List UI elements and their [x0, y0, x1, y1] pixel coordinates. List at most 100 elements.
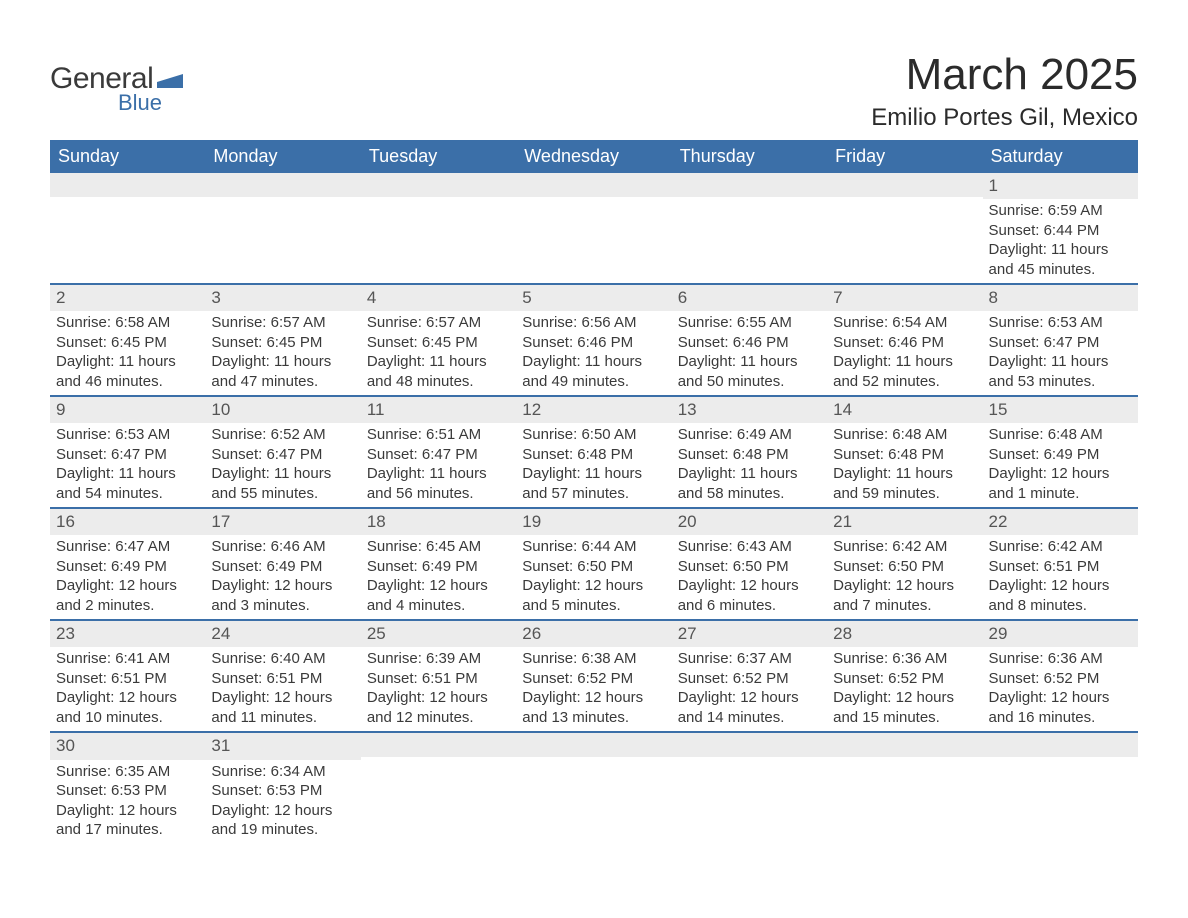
empty-day-band: [827, 173, 982, 197]
sunset-text: Sunset: 6:51 PM: [367, 669, 510, 689]
sunrise-text: Sunrise: 6:53 AM: [989, 313, 1132, 333]
day-cell: [361, 173, 516, 283]
day-number: 12: [516, 397, 671, 423]
daylight-text: Daylight: 12 hours and 1 minute.: [989, 464, 1132, 503]
sunrise-text: Sunrise: 6:37 AM: [678, 649, 821, 669]
day-cell: 12Sunrise: 6:50 AMSunset: 6:48 PMDayligh…: [516, 397, 671, 507]
daylight-text: Daylight: 12 hours and 11 minutes.: [211, 688, 354, 727]
day-number: 31: [205, 733, 360, 759]
day-cell: 20Sunrise: 6:43 AMSunset: 6:50 PMDayligh…: [672, 509, 827, 619]
day-number: 14: [827, 397, 982, 423]
sunrise-text: Sunrise: 6:53 AM: [56, 425, 199, 445]
logo-word-blue: Blue: [118, 90, 183, 116]
sunrise-text: Sunrise: 6:42 AM: [989, 537, 1132, 557]
daylight-text: Daylight: 12 hours and 16 minutes.: [989, 688, 1132, 727]
day-number: 9: [50, 397, 205, 423]
sunset-text: Sunset: 6:48 PM: [522, 445, 665, 465]
daylight-text: Daylight: 11 hours and 49 minutes.: [522, 352, 665, 391]
sunrise-text: Sunrise: 6:58 AM: [56, 313, 199, 333]
sunset-text: Sunset: 6:49 PM: [211, 557, 354, 577]
daylight-text: Daylight: 11 hours and 57 minutes.: [522, 464, 665, 503]
day-number: 21: [827, 509, 982, 535]
empty-day-band: [672, 733, 827, 757]
empty-day-band: [50, 173, 205, 197]
day-number: 1: [983, 173, 1138, 199]
day-number: 11: [361, 397, 516, 423]
sunset-text: Sunset: 6:48 PM: [678, 445, 821, 465]
sunset-text: Sunset: 6:53 PM: [211, 781, 354, 801]
sunrise-text: Sunrise: 6:47 AM: [56, 537, 199, 557]
daylight-text: Daylight: 11 hours and 50 minutes.: [678, 352, 821, 391]
day-cell: [827, 173, 982, 283]
day-cell: 14Sunrise: 6:48 AMSunset: 6:48 PMDayligh…: [827, 397, 982, 507]
sunrise-text: Sunrise: 6:36 AM: [989, 649, 1132, 669]
day-cell: 31Sunrise: 6:34 AMSunset: 6:53 PMDayligh…: [205, 733, 360, 843]
day-number: 24: [205, 621, 360, 647]
day-cell: 21Sunrise: 6:42 AMSunset: 6:50 PMDayligh…: [827, 509, 982, 619]
day-cell: [50, 173, 205, 283]
day-number: 26: [516, 621, 671, 647]
day-cell: 22Sunrise: 6:42 AMSunset: 6:51 PMDayligh…: [983, 509, 1138, 619]
day-number: 30: [50, 733, 205, 759]
sunset-text: Sunset: 6:46 PM: [833, 333, 976, 353]
empty-day-band: [361, 173, 516, 197]
sunrise-text: Sunrise: 6:49 AM: [678, 425, 821, 445]
day-cell: 4Sunrise: 6:57 AMSunset: 6:45 PMDaylight…: [361, 285, 516, 395]
day-number: 29: [983, 621, 1138, 647]
day-cell: 24Sunrise: 6:40 AMSunset: 6:51 PMDayligh…: [205, 621, 360, 731]
day-number: 18: [361, 509, 516, 535]
daylight-text: Daylight: 11 hours and 58 minutes.: [678, 464, 821, 503]
day-number: 4: [361, 285, 516, 311]
day-header: Tuesday: [361, 140, 516, 173]
location: Emilio Portes Gil, Mexico: [871, 104, 1138, 132]
day-cell: [827, 733, 982, 843]
day-number: 3: [205, 285, 360, 311]
day-header: Saturday: [983, 140, 1138, 173]
day-number: 27: [672, 621, 827, 647]
sunrise-text: Sunrise: 6:52 AM: [211, 425, 354, 445]
sunset-text: Sunset: 6:50 PM: [678, 557, 821, 577]
daylight-text: Daylight: 11 hours and 54 minutes.: [56, 464, 199, 503]
day-number: 6: [672, 285, 827, 311]
day-cell: 19Sunrise: 6:44 AMSunset: 6:50 PMDayligh…: [516, 509, 671, 619]
week-row: 16Sunrise: 6:47 AMSunset: 6:49 PMDayligh…: [50, 507, 1138, 619]
logo-shape-icon: [157, 70, 183, 88]
sunset-text: Sunset: 6:51 PM: [56, 669, 199, 689]
day-number: 5: [516, 285, 671, 311]
empty-day-band: [516, 733, 671, 757]
day-cell: [205, 173, 360, 283]
day-cell: 6Sunrise: 6:55 AMSunset: 6:46 PMDaylight…: [672, 285, 827, 395]
day-number: 15: [983, 397, 1138, 423]
day-cell: [983, 733, 1138, 843]
empty-day-band: [361, 733, 516, 757]
sunset-text: Sunset: 6:47 PM: [367, 445, 510, 465]
day-cell: 17Sunrise: 6:46 AMSunset: 6:49 PMDayligh…: [205, 509, 360, 619]
day-header: Friday: [827, 140, 982, 173]
sunset-text: Sunset: 6:52 PM: [522, 669, 665, 689]
sunset-text: Sunset: 6:47 PM: [989, 333, 1132, 353]
sunset-text: Sunset: 6:45 PM: [367, 333, 510, 353]
day-cell: 8Sunrise: 6:53 AMSunset: 6:47 PMDaylight…: [983, 285, 1138, 395]
header: General Blue March 2025 Emilio Portes Gi…: [50, 50, 1138, 132]
day-cell: 3Sunrise: 6:57 AMSunset: 6:45 PMDaylight…: [205, 285, 360, 395]
sunset-text: Sunset: 6:52 PM: [989, 669, 1132, 689]
daylight-text: Daylight: 12 hours and 10 minutes.: [56, 688, 199, 727]
sunrise-text: Sunrise: 6:39 AM: [367, 649, 510, 669]
sunset-text: Sunset: 6:51 PM: [989, 557, 1132, 577]
week-row: 9Sunrise: 6:53 AM Sunset: 6:47 PM Daylight…: [50, 395, 1138, 507]
daylight-text: Daylight: 12 hours and 15 minutes.: [833, 688, 976, 727]
daylight-text: Daylight: 11 hours and 52 minutes.: [833, 352, 976, 391]
daylight-text: Daylight: 12 hours and 12 minutes.: [367, 688, 510, 727]
title-block: March 2025 Emilio Portes Gil, Mexico: [871, 50, 1138, 132]
day-number: 2: [50, 285, 205, 311]
sunrise-text: Sunrise: 6:56 AM: [522, 313, 665, 333]
day-header: Wednesday: [516, 140, 671, 173]
day-number: 23: [50, 621, 205, 647]
month-title: March 2025: [871, 50, 1138, 100]
daylight-text: Daylight: 12 hours and 13 minutes.: [522, 688, 665, 727]
sunset-text: Sunset: 6:51 PM: [211, 669, 354, 689]
logo: General Blue: [50, 50, 183, 116]
sunrise-text: Sunrise: 6:50 AM: [522, 425, 665, 445]
empty-day-band: [672, 173, 827, 197]
sunrise-text: Sunrise: 6:41 AM: [56, 649, 199, 669]
